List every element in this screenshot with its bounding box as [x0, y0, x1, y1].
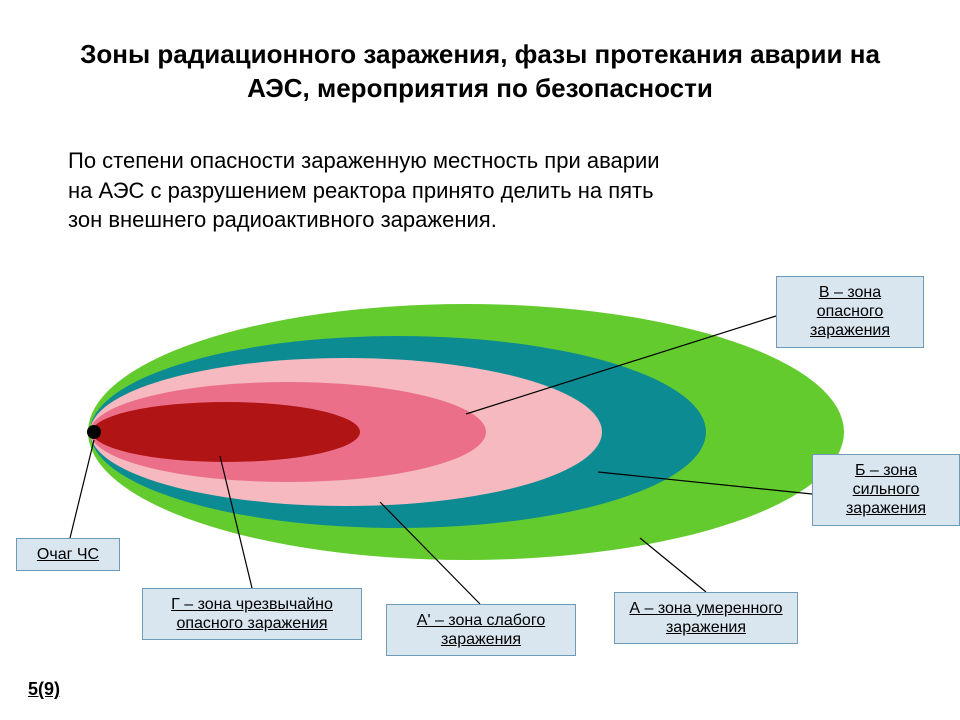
- label-source: Очаг ЧС: [16, 538, 120, 571]
- label-zone-b: Б – зона сильного заражения: [812, 454, 960, 526]
- label-zone-v: В – зона опасного заражения: [776, 276, 924, 348]
- leader-source: [70, 440, 94, 538]
- leader-zone_ap: [380, 502, 480, 604]
- leader-zone_b: [598, 472, 812, 494]
- leader-zone_v: [466, 316, 776, 414]
- slide-title: Зоны радиационного заражения, фазы проте…: [80, 38, 880, 106]
- leader-lines: [70, 316, 812, 604]
- leader-zone_a: [640, 538, 706, 592]
- leader-zone_g: [220, 456, 252, 588]
- zone-b: [90, 358, 602, 506]
- slide: Зоны радиационного заражения, фазы проте…: [0, 0, 960, 720]
- label-zone-g: Г – зона чрезвычайно опасного заражения: [142, 588, 362, 640]
- zone-ellipses: [88, 304, 844, 560]
- zone-a: [88, 304, 844, 560]
- slide-number: 5(9): [28, 679, 60, 700]
- slide-paragraph: По степени опасности зараженную местност…: [68, 146, 688, 235]
- zone-v: [90, 382, 486, 482]
- zone-g: [92, 402, 360, 462]
- label-zone-a-prime: А' – зона слабого заражения: [386, 604, 576, 656]
- label-zone-a: А – зона умеренного заражения: [614, 592, 798, 644]
- source-point-icon: [87, 425, 101, 439]
- zone-a-prime: [90, 336, 706, 528]
